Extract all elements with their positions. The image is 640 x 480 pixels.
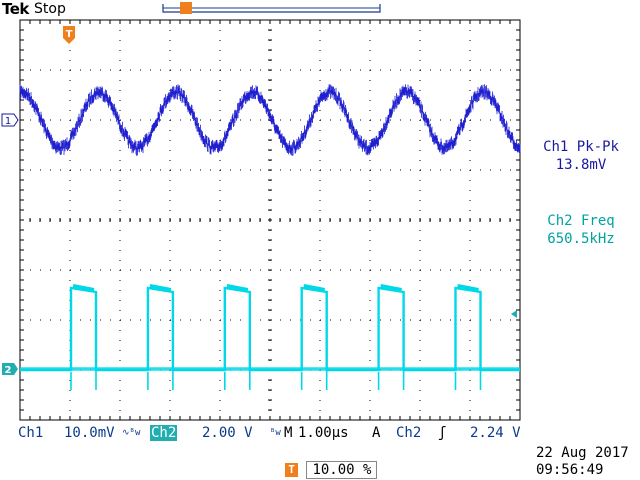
ch1-scale[interactable]: 10.0mV [64, 425, 115, 441]
timebase-value[interactable]: 1.00µs [298, 425, 349, 441]
ch2-pulse-top [149, 284, 172, 292]
trigger-level-arrow[interactable] [511, 310, 517, 318]
trigger-position-icon: T [63, 26, 75, 44]
trigger-icon: T [285, 463, 298, 477]
timebase-label: M [284, 425, 293, 441]
trigger-position-value[interactable]: 10.00 % [306, 461, 378, 479]
ch2-pulse-top [303, 284, 326, 292]
svg-text:1: 1 [5, 116, 11, 127]
datetime: 22 Aug 2017 09:56:49 [536, 445, 629, 479]
ch2-pulse-top [72, 284, 95, 292]
measurement-1-value: 13.8mV [555, 157, 607, 173]
ch2-pulse-top [457, 284, 479, 292]
rising-edge-icon: ʃ [438, 425, 447, 441]
ch1-ground-marker[interactable]: 1 [1, 113, 19, 127]
measurement-2-name: Ch2 Freq [547, 213, 615, 229]
acquisition-state: Stop [34, 1, 66, 17]
ch1-sine-trace [19, 84, 521, 156]
time: 09:56:49 [536, 462, 604, 478]
trigger-level[interactable]: 2.24 V [470, 425, 521, 441]
ch2-bandwidth-icon: ᴮw [270, 428, 281, 438]
record-position-bar [162, 2, 381, 14]
ch2-pulse-top [226, 284, 249, 292]
ch2-waveform [20, 284, 520, 390]
ch2-scale[interactable]: 2.00 V [202, 425, 253, 441]
measurement-2-value: 650.5kHz [547, 231, 615, 247]
trigger-position-readout[interactable]: T 10.00 % [285, 461, 378, 479]
ch2-pulse-top [380, 284, 402, 292]
ch1-label[interactable]: Ch1 [18, 425, 44, 441]
measurement-panel: Ch1 Pk-Pk 13.8mV Ch2 Freq 650.5kHz [526, 138, 636, 248]
ch1-waveform [19, 84, 521, 156]
trigger-mode: A [372, 425, 381, 441]
record-window-marker [180, 2, 192, 14]
ch1-coupling-icon: ∿ᴮw [122, 428, 141, 438]
svg-text:T: T [66, 29, 73, 40]
trigger-source[interactable]: Ch2 [396, 425, 422, 441]
brand-logo: Tek [2, 0, 29, 18]
svg-text:2: 2 [5, 365, 12, 376]
status-bar: Ch1 10.0mV ∿ᴮw Ch2 2.00 V ᴮw M 1.00µs A … [18, 424, 526, 443]
ch2-label[interactable]: Ch2 [150, 425, 178, 441]
date: 22 Aug 2017 [536, 445, 629, 461]
measurement-1-name: Ch1 Pk-Pk [543, 139, 619, 155]
ch2-ground-marker[interactable]: 2 [2, 363, 18, 376]
